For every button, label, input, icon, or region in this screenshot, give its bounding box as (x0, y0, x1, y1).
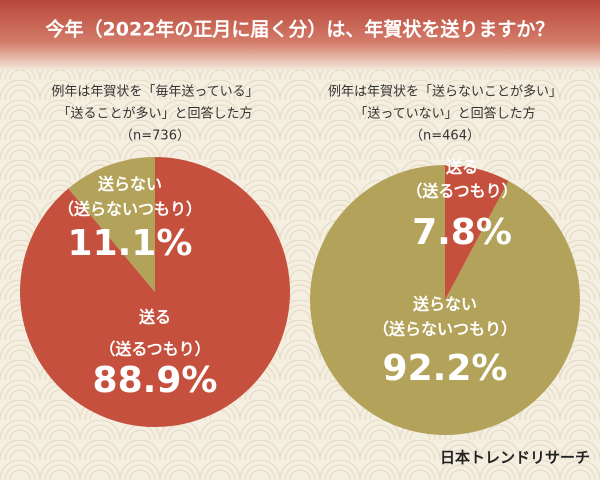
chart-subtitle: （n=736） (120, 129, 190, 144)
slice-label: 送らない (97, 175, 162, 194)
pie-slice (68, 157, 155, 292)
chart-subtitle: 「送っていない」と回答した方 (354, 106, 535, 122)
slice-sublabel: （送るつもり） (99, 340, 210, 359)
value-label: 7.8% (412, 212, 512, 253)
chart-title: 今年（2022年の正月に届く分）は、年賀状を送りますか？ (45, 18, 555, 41)
slice-sublabel: （送るつもり） (406, 182, 517, 201)
value-label: 92.2% (383, 348, 508, 389)
pie-slice (445, 165, 509, 300)
slice-label: 送る (138, 308, 171, 327)
slice-sublabel: （送らないつもり） (373, 320, 517, 339)
chart-subtitle: 例年は年賀状を「送らないことが多い」 (328, 84, 562, 100)
footer-brand: 日本トレンドリサーチ (440, 449, 590, 467)
chart-subtitle: 「送ることが多い」と回答した方 (57, 106, 252, 122)
chart-subtitle: （n=464） (410, 129, 480, 144)
slice-label: 送らない (412, 295, 477, 314)
value-label: 11.1% (68, 223, 193, 264)
value-label: 88.9% (93, 360, 218, 401)
pie-slice (309, 165, 580, 435)
title-banner (0, 0, 600, 70)
slice-sublabel: （送らないつもり） (58, 200, 202, 219)
slice-label: 送る (445, 158, 478, 177)
chart-subtitle: 例年は年賀状を「毎年送っている」 (51, 84, 258, 100)
